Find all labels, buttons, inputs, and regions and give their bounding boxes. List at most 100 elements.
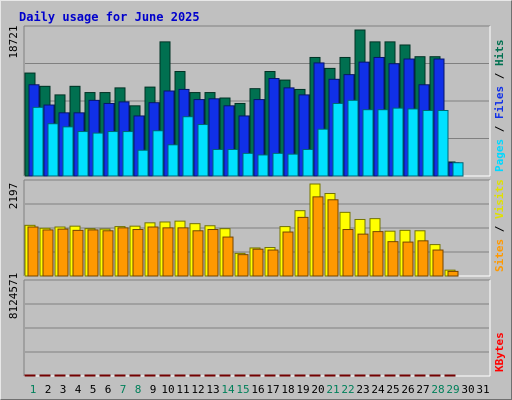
bar-visits-sites-day-6 [102,230,114,277]
bar-kbytes-kbytes-day-27 [414,374,426,377]
bar-hits-pages-day-13 [212,148,224,177]
bar-kbytes-kbytes-day-5 [84,374,96,377]
bar-hits-pages-day-15 [242,152,254,177]
legend-visits: Sites / Visits [493,179,506,272]
x-tick-label-day-9: 9 [150,383,157,396]
x-tick-label-day-22: 22 [341,383,354,396]
bar-kbytes-kbytes-day-29 [444,374,456,377]
bar-kbytes-kbytes-day-13 [204,374,216,377]
x-tick-label-day-21: 21 [326,383,339,396]
bar-kbytes-kbytes-day-11 [174,374,186,377]
max-label-hits: 18721 [7,25,20,58]
bar-visits-sites-day-22 [342,229,354,277]
bar-visits-sites-day-5 [87,229,99,277]
bar-hits-pages-day-6 [107,131,119,177]
bar-kbytes-kbytes-day-7 [114,374,126,377]
x-tick-label-day-16: 16 [251,383,264,396]
bar-kbytes-kbytes-day-23 [354,374,366,377]
bar-kbytes-kbytes-day-16 [249,374,261,377]
bar-visits-sites-day-17 [267,249,279,277]
bar-kbytes-kbytes-day-9 [144,374,156,377]
bar-visits-sites-day-14 [222,236,234,277]
bar-visits-sites-day-15 [237,254,249,277]
bar-visits-sites-day-9 [147,226,159,277]
bar-visits-sites-day-18 [282,231,294,277]
bar-kbytes-kbytes-day-3 [54,374,66,377]
bar-hits-pages-day-29 [452,162,464,177]
bar-visits-sites-day-2 [42,229,54,277]
x-tick-label-day-29: 29 [446,383,459,396]
x-tick-label-day-2: 2 [45,383,52,396]
bar-visits-sites-day-20 [312,196,324,277]
bar-kbytes-kbytes-day-28 [429,374,441,377]
bar-hits-pages-day-17 [272,152,284,177]
bar-visits-sites-day-7 [117,227,129,277]
bar-hits-pages-day-27 [422,109,434,177]
bar-visits-sites-day-23 [357,233,369,277]
x-tick-label-day-17: 17 [266,383,279,396]
bar-hits-pages-day-4 [77,131,89,177]
legend-item-pages: Pages [493,139,506,172]
x-tick-label-day-3: 3 [60,383,67,396]
bar-visits-sites-day-19 [297,216,309,277]
bar-hits-pages-day-26 [407,108,419,177]
bar-visits-sites-day-29 [447,270,459,277]
bar-hits-pages-day-2 [47,123,59,177]
bar-hits-pages-day-12 [197,124,209,177]
bar-kbytes-kbytes-day-24 [369,374,381,377]
bar-hits-pages-day-3 [62,126,74,177]
x-tick-label-day-23: 23 [356,383,369,396]
bar-hits-pages-day-24 [377,109,389,177]
x-tick-label-day-6: 6 [105,383,112,396]
x-tick-label-day-14: 14 [221,383,235,396]
bar-kbytes-kbytes-day-4 [69,374,81,377]
bar-kbytes-kbytes-day-19 [294,374,306,377]
bar-visits-sites-day-16 [252,248,264,277]
bar-kbytes-kbytes-day-18 [279,374,291,377]
bar-visits-sites-day-28 [432,249,444,277]
x-tick-label-day-10: 10 [161,383,174,396]
x-tick-label-day-4: 4 [75,383,82,396]
bar-hits-pages-day-10 [167,144,179,177]
bar-hits-pages-day-5 [92,132,104,177]
bar-kbytes-kbytes-day-10 [159,374,171,377]
x-tick-label-day-12: 12 [191,383,204,396]
legend-kbytes: KBytes [493,332,506,372]
bar-hits-pages-day-9 [152,130,164,177]
bar-kbytes-kbytes-day-21 [324,374,336,377]
x-tick-label-day-19: 19 [296,383,309,396]
x-tick-label-day-27: 27 [416,383,429,396]
bar-visits-sites-day-3 [57,228,69,277]
bar-visits-sites-day-4 [72,229,84,277]
x-tick-label-day-26: 26 [401,383,414,396]
bar-hits-pages-day-1 [32,106,44,177]
bar-visits-sites-day-26 [402,241,414,277]
x-tick-label-day-1: 1 [30,383,37,396]
bar-kbytes-kbytes-day-1 [24,374,36,377]
legend-item- /: / [493,66,506,86]
legend-item-kbytes: KBytes [493,332,506,372]
bar-visits-sites-day-13 [207,229,219,277]
legend-item- /: / [493,119,506,139]
bar-kbytes-kbytes-day-20 [309,374,321,377]
legend-item-sites: Sites [493,239,506,272]
bar-hits-pages-day-7 [122,131,134,177]
bar-hits-pages-day-28 [437,109,449,177]
bar-kbytes-kbytes-day-26 [399,374,411,377]
bar-kbytes-kbytes-day-6 [99,374,111,377]
bar-visits-sites-day-8 [132,229,144,277]
bar-hits-pages-day-21 [332,102,344,177]
legend-item-hits: Hits [493,40,506,67]
bar-hits-pages-day-8 [137,149,149,177]
bar-visits-sites-day-11 [177,227,189,277]
bar-kbytes-kbytes-day-2 [39,374,51,377]
x-tick-label-day-28: 28 [431,383,444,396]
x-tick-label-day-7: 7 [120,383,127,396]
bar-kbytes-kbytes-day-8 [129,374,141,377]
bar-kbytes-kbytes-day-12 [189,374,201,377]
bar-hits-pages-day-20 [317,128,329,177]
legend-hits: Pages / Files / Hits [493,40,506,173]
x-tick-label-day-30: 30 [461,383,474,396]
legend-item- /: / [493,219,506,239]
